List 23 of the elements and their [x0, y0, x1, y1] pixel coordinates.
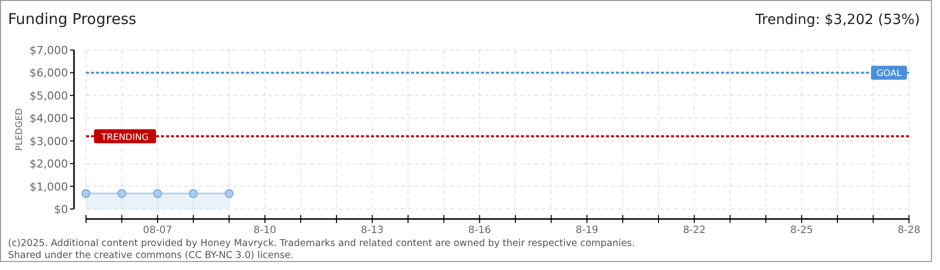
x-tick-label: 8-19	[576, 225, 598, 236]
x-tick-label: 8-10	[254, 225, 276, 236]
y-tick-label: $0	[54, 203, 68, 216]
text: Shared under the creative commons (CC BY-NC 3.0) license.	[8, 250, 294, 261]
x-tick-label: 8-16	[468, 225, 491, 236]
x-tick-label: 08-07	[143, 225, 172, 236]
text: (c)2025. Additional content provided by Honey Mavryck. Trademarks and related content are owned by their respective companies.	[8, 238, 635, 249]
y-tick-label: $4,000	[30, 112, 68, 126]
ref-line-label: TRENDING	[100, 132, 149, 143]
y-tick-label: $6,000	[30, 66, 68, 80]
ref-line-label: GOAL	[876, 69, 902, 80]
x-tick-label: 8-13	[360, 225, 384, 236]
chart-subtitle: Trending: $3,202 (53%)	[754, 12, 920, 28]
x-tick-label: 8-22	[682, 225, 706, 236]
y-tick-label: $2,000	[30, 158, 68, 171]
x-tick-label: 8-25	[790, 225, 814, 236]
chart-title: Funding Progress	[8, 10, 137, 28]
y-tick-label: $7,000	[30, 44, 68, 57]
x-tick-label: 8-28	[898, 225, 920, 236]
y-tick-label: $3,000	[30, 134, 68, 148]
y-axis-title: PLEDGED	[15, 108, 25, 151]
y-tick-label: $5,000	[30, 89, 68, 102]
y-tick-label: $1,000	[30, 180, 68, 194]
